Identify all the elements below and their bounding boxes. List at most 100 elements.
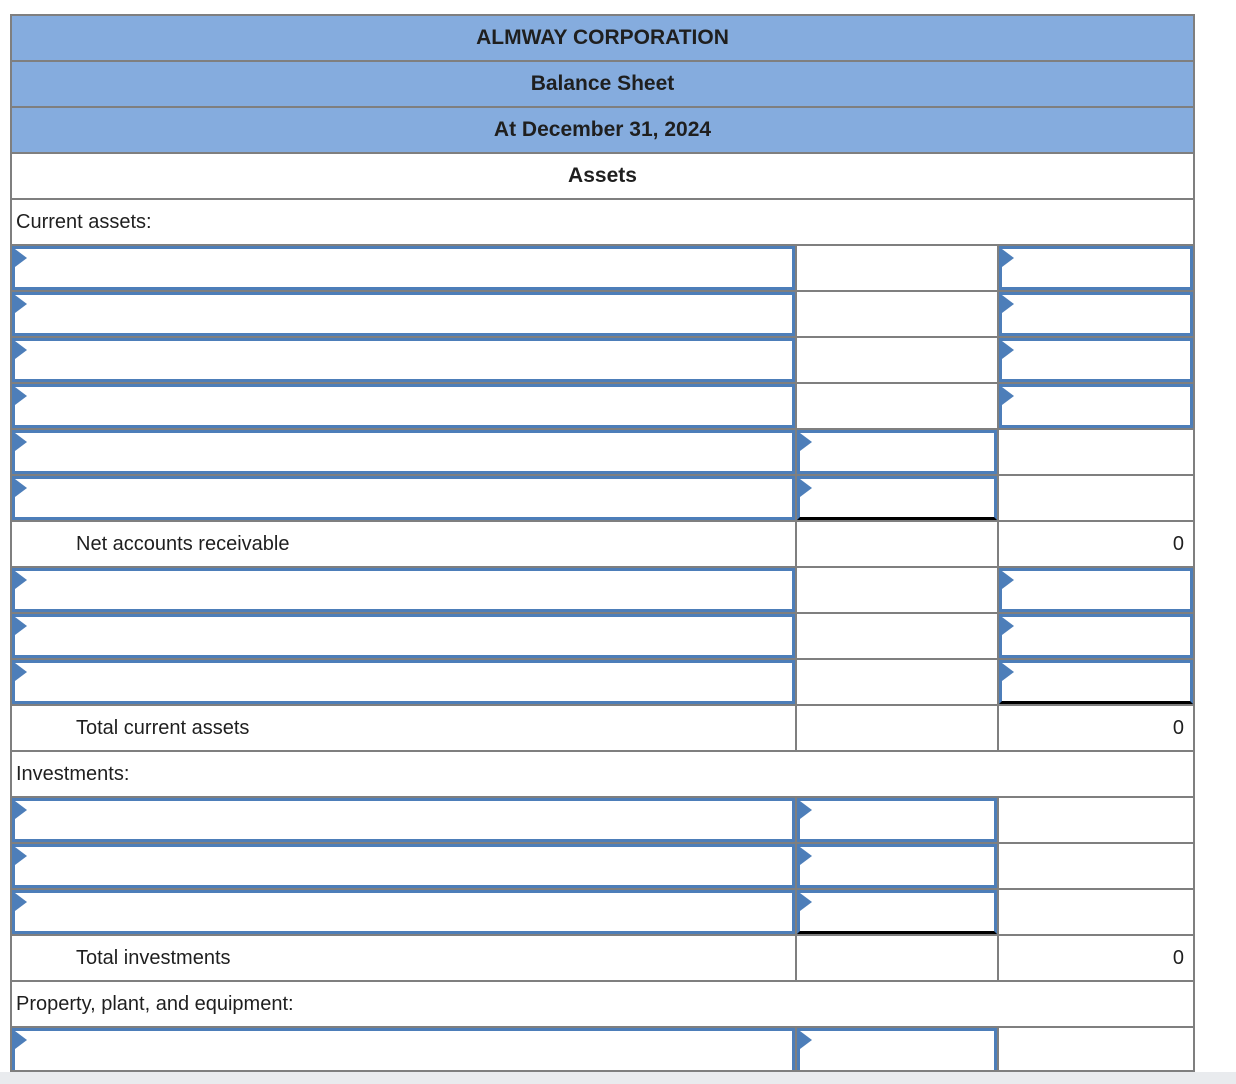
- amount-input-cell[interactable]: [997, 384, 1193, 428]
- amount-input-cell[interactable]: [795, 890, 997, 934]
- empty-cell: [795, 384, 997, 428]
- answer-flag-icon: [1002, 341, 1014, 359]
- row-label-cell: Net accounts receivable: [12, 522, 795, 566]
- amount-input-cell[interactable]: [997, 568, 1193, 612]
- total-investments-row: Total investments 0: [12, 936, 1193, 982]
- amount-input-cell[interactable]: [795, 844, 997, 888]
- amount-input-cell[interactable]: [997, 292, 1193, 336]
- current-assets-label-row: Current assets:: [12, 200, 1193, 246]
- investments-label-row: Investments:: [12, 752, 1193, 798]
- title-row-date: At December 31, 2024: [12, 108, 1193, 154]
- empty-cell: [795, 936, 997, 980]
- computed-value-cell: 0: [997, 706, 1193, 750]
- account-select-cell[interactable]: [12, 614, 795, 658]
- answer-flag-icon: [15, 893, 27, 911]
- title-row-statement: Balance Sheet: [12, 62, 1193, 108]
- input-row-current-asset-3: [12, 338, 1193, 384]
- input-row-investment-1: [12, 798, 1193, 844]
- row-label-cell: Total current assets: [12, 706, 795, 750]
- input-row-current-asset-4: [12, 384, 1193, 430]
- total-investments-value: 0: [1172, 946, 1184, 969]
- input-row-current-asset-6: [12, 614, 1193, 660]
- account-select-cell[interactable]: [12, 292, 795, 336]
- amount-input-cell[interactable]: [997, 246, 1193, 290]
- answer-flag-icon: [1002, 387, 1014, 405]
- answer-flag-icon: [15, 387, 27, 405]
- ppe-label-row: Property, plant, and equipment:: [12, 982, 1193, 1028]
- empty-cell: [997, 430, 1193, 474]
- empty-cell: [795, 292, 997, 336]
- answer-flag-icon: [800, 1031, 812, 1049]
- amount-input-cell[interactable]: [997, 614, 1193, 658]
- amount-input-cell[interactable]: [997, 338, 1193, 382]
- answer-flag-icon: [800, 433, 812, 451]
- page-bottom-strip: [0, 1072, 1236, 1084]
- answer-flag-icon: [15, 617, 27, 635]
- empty-cell: [795, 246, 997, 290]
- amount-input-cell[interactable]: [997, 660, 1193, 704]
- answer-flag-icon: [800, 479, 812, 497]
- total-current-assets-value: 0: [1172, 716, 1184, 739]
- statement-date: At December 31, 2024: [493, 118, 712, 141]
- assets-section-header-row: Assets: [12, 154, 1193, 200]
- amount-input-cell[interactable]: [795, 798, 997, 842]
- answer-flag-icon: [15, 249, 27, 267]
- empty-cell: [997, 798, 1193, 842]
- account-select-cell[interactable]: [12, 568, 795, 612]
- assets-section-header: Assets: [568, 164, 637, 187]
- answer-flag-icon: [800, 801, 812, 819]
- answer-flag-icon: [800, 847, 812, 865]
- input-row-current-asset-7: [12, 660, 1193, 706]
- total-current-assets-row: Total current assets 0: [12, 706, 1193, 752]
- answer-flag-icon: [15, 295, 27, 313]
- account-select-cell[interactable]: [12, 798, 795, 842]
- total-investments-label: Total investments: [76, 946, 231, 969]
- input-row-ppe-1: [12, 1028, 1193, 1070]
- empty-cell: [795, 660, 997, 704]
- account-select-cell[interactable]: [12, 890, 795, 934]
- account-select-cell[interactable]: [12, 430, 795, 474]
- answer-flag-icon: [1002, 571, 1014, 589]
- ppe-label: Property, plant, and equipment:: [16, 992, 294, 1015]
- empty-cell: [795, 614, 997, 658]
- empty-cell: [795, 706, 997, 750]
- input-row-investment-3: [12, 890, 1193, 936]
- net-accounts-receivable-value: 0: [1172, 532, 1184, 555]
- answer-flag-icon: [1002, 663, 1014, 681]
- account-select-cell[interactable]: [12, 246, 795, 290]
- title-row-company: ALMWAY CORPORATION: [12, 16, 1193, 62]
- account-select-cell[interactable]: [12, 476, 795, 520]
- empty-cell: [795, 568, 997, 612]
- account-select-cell[interactable]: [12, 338, 795, 382]
- input-row-current-asset-5: [12, 568, 1193, 614]
- empty-cell: [997, 1028, 1193, 1070]
- answer-flag-icon: [15, 341, 27, 359]
- net-accounts-receivable-label: Net accounts receivable: [76, 532, 290, 555]
- answer-flag-icon: [15, 479, 27, 497]
- amount-input-cell[interactable]: [795, 1028, 997, 1070]
- answer-flag-icon: [15, 433, 27, 451]
- empty-cell: [795, 338, 997, 382]
- account-select-cell[interactable]: [12, 844, 795, 888]
- investments-label: Investments:: [16, 762, 130, 785]
- row-label-cell: Total investments: [12, 936, 795, 980]
- net-accounts-receivable-row: Net accounts receivable 0: [12, 522, 1193, 568]
- input-row-receivable-allowance: [12, 476, 1193, 522]
- answer-flag-icon: [15, 1031, 27, 1049]
- total-current-assets-label: Total current assets: [76, 716, 250, 739]
- balance-sheet-worksheet: ALMWAY CORPORATION Balance Sheet At Dece…: [10, 14, 1195, 1072]
- input-row-investment-2: [12, 844, 1193, 890]
- answer-flag-icon: [15, 571, 27, 589]
- account-select-cell[interactable]: [12, 384, 795, 428]
- statement-title: Balance Sheet: [530, 72, 675, 95]
- answer-flag-icon: [800, 893, 812, 911]
- amount-input-cell[interactable]: [795, 430, 997, 474]
- amount-input-cell[interactable]: [795, 476, 997, 520]
- account-select-cell[interactable]: [12, 660, 795, 704]
- computed-value-cell: 0: [997, 522, 1193, 566]
- computed-value-cell: 0: [997, 936, 1193, 980]
- company-name: ALMWAY CORPORATION: [476, 26, 729, 49]
- account-select-cell[interactable]: [12, 1028, 795, 1070]
- empty-cell: [795, 522, 997, 566]
- input-row-current-asset-1: [12, 246, 1193, 292]
